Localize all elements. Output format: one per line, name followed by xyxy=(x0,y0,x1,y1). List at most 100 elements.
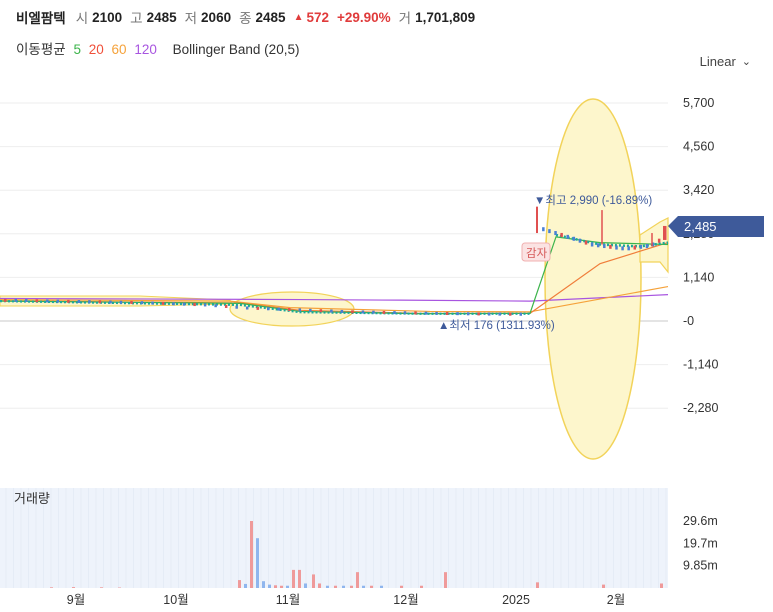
volume-bar xyxy=(444,572,447,588)
candle xyxy=(98,300,102,304)
volume-bar xyxy=(362,585,365,588)
moving-averages xyxy=(0,233,669,315)
volume-tick-label: 29.6m xyxy=(683,514,718,528)
candle xyxy=(340,309,344,313)
candle xyxy=(554,231,557,236)
candle xyxy=(603,244,606,249)
candle xyxy=(109,300,112,304)
scale-label[interactable]: Linear xyxy=(699,54,736,69)
candle xyxy=(319,309,323,313)
change-percent: +29.90% xyxy=(337,9,391,25)
candle xyxy=(140,301,144,305)
ma60-legend[interactable]: 60 xyxy=(111,42,127,57)
ma20-legend[interactable]: 20 xyxy=(88,42,104,57)
volume-panel: 거래량 29.6m 19.7m 9.85m xyxy=(0,488,718,588)
candle xyxy=(172,302,175,306)
volume-bar xyxy=(400,585,403,588)
open-label: 시 xyxy=(75,11,89,26)
low-label: 저 xyxy=(184,11,198,26)
candle xyxy=(663,225,667,240)
candle xyxy=(477,312,480,316)
candle xyxy=(130,300,133,304)
ma5-legend[interactable]: 5 xyxy=(73,42,81,57)
candle xyxy=(161,301,165,305)
candle xyxy=(621,246,624,251)
price-tick-label: 3,420 xyxy=(683,183,714,197)
ma120-legend[interactable]: 120 xyxy=(134,42,157,57)
volume-bar xyxy=(312,574,315,588)
volume-tick-label: 19.7m xyxy=(683,536,718,550)
volume-label: 거 xyxy=(398,11,412,26)
volume-bar xyxy=(342,585,345,588)
candle xyxy=(224,304,228,308)
volume-bar xyxy=(380,585,383,588)
candle xyxy=(4,298,7,302)
volume-bar xyxy=(238,580,241,588)
candle xyxy=(298,308,302,312)
volume-bar xyxy=(318,583,321,588)
candle xyxy=(456,312,459,316)
ma120-line xyxy=(0,294,669,302)
candle xyxy=(372,310,375,314)
scale-selector[interactable]: Linear ⌄ xyxy=(700,54,751,69)
volume-tick-label: 9.85m xyxy=(683,559,718,573)
bollinger-legend[interactable]: Bollinger Band (20,5) xyxy=(172,42,300,57)
price-tick-label: 4,560 xyxy=(683,140,714,154)
candles xyxy=(4,206,667,316)
candle xyxy=(466,312,470,316)
ma-label[interactable]: 이동평균 xyxy=(16,42,66,57)
candle xyxy=(578,238,582,243)
chevron-down-icon[interactable]: ⌄ xyxy=(741,56,751,68)
candle xyxy=(351,310,354,314)
candle xyxy=(560,232,563,237)
time-tick-label: 2025 xyxy=(502,593,530,607)
volume-bar xyxy=(286,585,289,588)
bollinger-ellipse-2025 xyxy=(544,98,642,460)
candle xyxy=(214,304,217,308)
candle xyxy=(645,244,649,249)
close-label: 종 xyxy=(239,11,252,26)
candle xyxy=(639,244,643,249)
volume-title: 거래량 xyxy=(14,491,50,506)
candle xyxy=(77,299,81,303)
volume-value: 1,701,809 xyxy=(415,9,476,25)
candle xyxy=(445,312,449,316)
candle xyxy=(435,311,438,315)
volume-bar xyxy=(326,585,329,588)
candle xyxy=(14,298,18,302)
price-tick-label: 1,140 xyxy=(683,270,714,284)
volume-bar xyxy=(370,585,373,588)
candle xyxy=(245,306,249,310)
close-value: 2485 xyxy=(255,9,286,25)
price-tick-label: -0 xyxy=(683,314,694,328)
candle xyxy=(584,240,588,245)
candle xyxy=(288,308,291,312)
candle xyxy=(277,307,281,311)
volume-bar xyxy=(256,538,259,588)
low-annotation: ▲최저 176 (1311.93%) xyxy=(438,319,555,332)
indicator-legend[interactable]: 이동평균 5 20 60 120 Bollinger Band (20,5) xyxy=(16,38,303,58)
high-label: 고 xyxy=(130,11,143,26)
reduction-badge[interactable]: 감자 xyxy=(521,242,551,262)
candle xyxy=(182,302,186,306)
candle xyxy=(119,300,123,304)
candle xyxy=(633,245,637,250)
candle xyxy=(487,312,491,316)
time-tick-label: 10월 xyxy=(163,593,188,607)
candle xyxy=(651,242,655,247)
volume-bar xyxy=(334,585,337,588)
candle xyxy=(536,206,538,234)
volume-bar xyxy=(350,585,353,588)
volume-bar xyxy=(292,569,295,588)
price-tick-label: -1,140 xyxy=(683,358,718,372)
volume-bar xyxy=(100,587,103,588)
volume-bar xyxy=(50,587,53,588)
candle xyxy=(88,300,91,304)
candle xyxy=(35,299,39,303)
volume-axis: 29.6m 19.7m 9.85m xyxy=(683,514,718,573)
open-value: 2100 xyxy=(92,9,123,25)
candle xyxy=(25,299,28,303)
current-price-tag: 2,485 xyxy=(668,216,764,237)
